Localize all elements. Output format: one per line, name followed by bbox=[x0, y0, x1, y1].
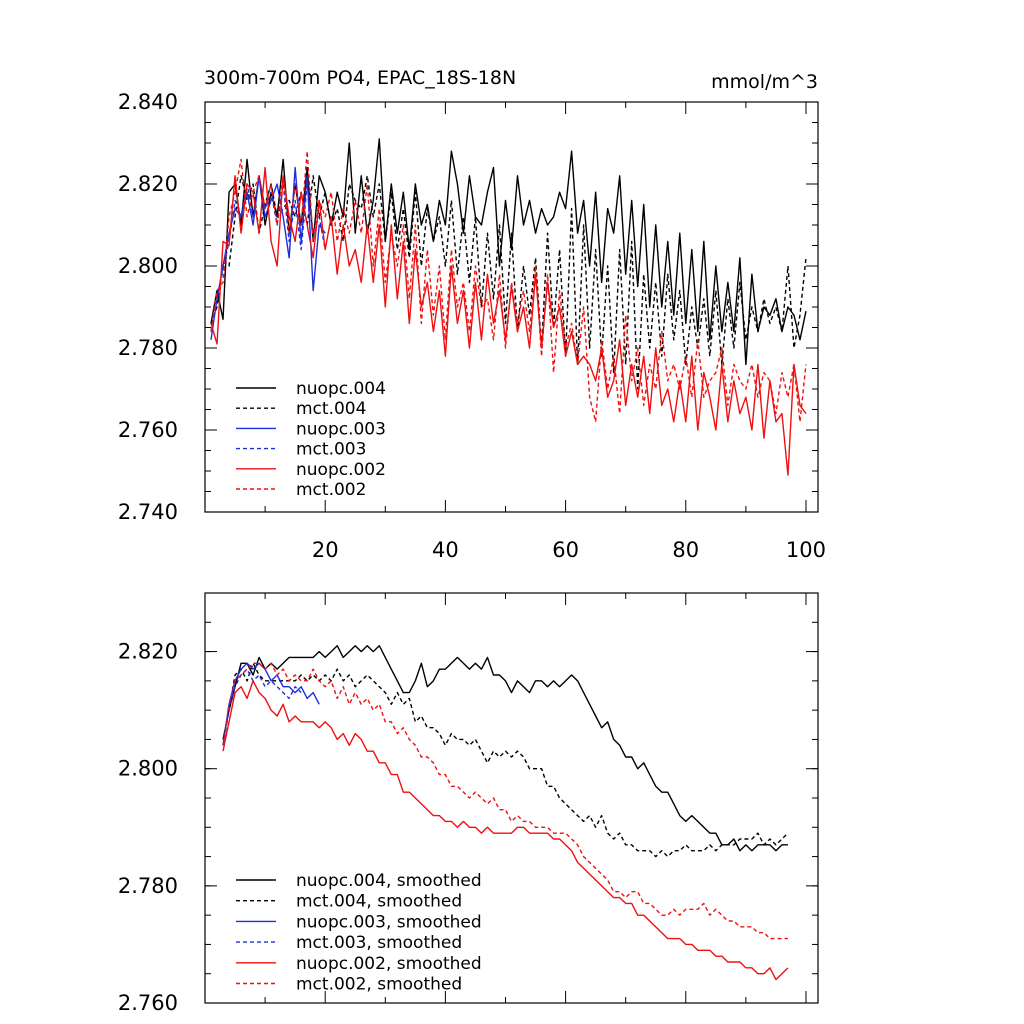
chart-panel-top: 300m-700m PO4, EPAC_18S-18N mmol/m^3 2.7… bbox=[118, 67, 826, 562]
chart-units: mmol/m^3 bbox=[711, 71, 818, 93]
legend-label: mct.002 bbox=[296, 480, 366, 500]
x-tick-label: 20 bbox=[312, 538, 339, 562]
legend-label: nuopc.002, smoothed bbox=[296, 954, 482, 974]
y-tick-label: 2.780 bbox=[118, 336, 178, 360]
series-line-nuopc-002-smoothed bbox=[222, 680, 789, 981]
y-tick-label: 2.740 bbox=[118, 500, 178, 524]
series-line-mct-002 bbox=[210, 150, 807, 423]
x-tick-label: 40 bbox=[432, 538, 459, 562]
series-line-mct-004-smoothed bbox=[222, 662, 789, 858]
series-line-nuopc-004 bbox=[210, 138, 807, 366]
x-tick-label: 100 bbox=[786, 538, 826, 562]
y-tick-label: 2.840 bbox=[118, 90, 178, 114]
y-tick-label: 2.800 bbox=[118, 757, 178, 781]
legend-label: mct.002, smoothed bbox=[296, 975, 462, 995]
y-tick-label: 2.800 bbox=[118, 254, 178, 278]
series-line-mct-004 bbox=[210, 175, 807, 390]
series-line-nuopc-003-smoothed bbox=[222, 662, 320, 746]
legend-label: mct.004 bbox=[296, 399, 366, 419]
legend-label: mct.003 bbox=[296, 440, 366, 460]
series-line-nuopc-004-smoothed bbox=[222, 645, 788, 852]
series-line-mct-003-smoothed bbox=[222, 668, 302, 746]
y-tick-label: 2.760 bbox=[118, 418, 178, 442]
x-tick-label: 60 bbox=[552, 538, 579, 562]
legend: nuopc.004mct.004nuopc.003mct.003nuopc.00… bbox=[236, 379, 386, 500]
y-tick-label: 2.780 bbox=[118, 874, 178, 898]
legend-label: nuopc.002 bbox=[296, 460, 386, 480]
legend-label: mct.004, smoothed bbox=[296, 892, 462, 912]
legend-label: mct.003, smoothed bbox=[296, 933, 462, 953]
legend-label: nuopc.004 bbox=[296, 379, 386, 399]
legend-label: nuopc.003, smoothed bbox=[296, 912, 482, 932]
legend-label: nuopc.003 bbox=[296, 419, 386, 439]
chart-title: 300m-700m PO4, EPAC_18S-18N bbox=[204, 67, 516, 89]
y-tick-label: 2.820 bbox=[118, 640, 178, 664]
y-tick-label: 2.760 bbox=[118, 991, 178, 1015]
x-tick-label: 80 bbox=[672, 538, 699, 562]
legend-label: nuopc.004, smoothed bbox=[296, 871, 482, 891]
y-tick-label: 2.820 bbox=[118, 172, 178, 196]
